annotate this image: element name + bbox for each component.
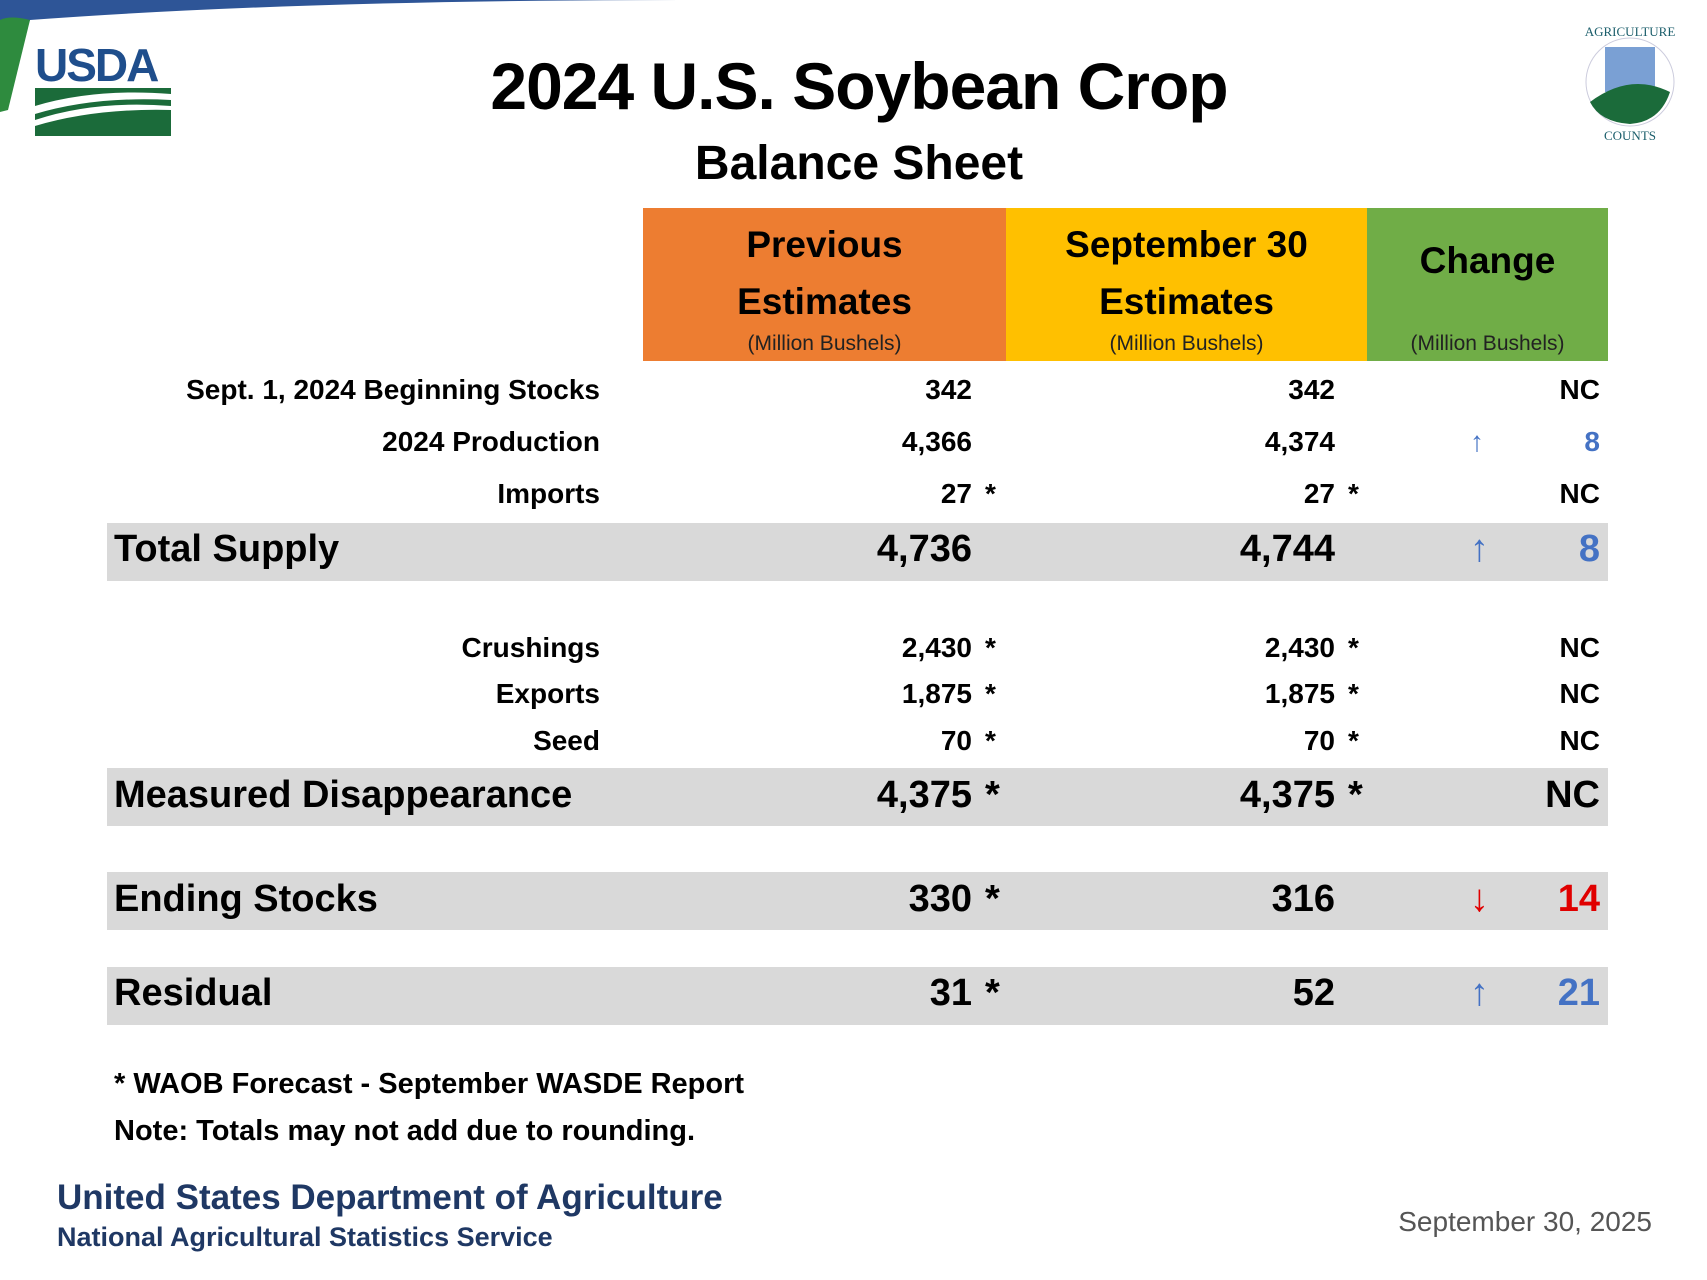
row-label: 2024 Production <box>382 426 600 457</box>
previous-forecast-mark: * <box>985 972 1000 1014</box>
table-row: Crushings 2,430 * 2,430 * NC <box>0 632 1707 672</box>
page-subtitle: Balance Sheet <box>694 137 1024 190</box>
september-value: 4,744 <box>1239 528 1335 570</box>
september-value: 342 <box>1288 374 1335 405</box>
previous-value: 4,366 <box>901 426 972 457</box>
september-value: 4,375 <box>1239 774 1335 816</box>
change-value: NC <box>1559 374 1600 405</box>
change-value: NC <box>1559 725 1600 756</box>
header-line: Estimates <box>1099 281 1274 322</box>
september-forecast-mark: * <box>1348 774 1363 816</box>
row-label: Sept. 1, 2024 Beginning Stocks <box>186 374 600 405</box>
footer-agency: National Agricultural Statistics Service <box>57 1222 553 1252</box>
band-measured-disappearance <box>107 768 1608 826</box>
previous-value: 4,375 <box>876 774 972 816</box>
previous-value: 70 <box>940 725 972 756</box>
table-row: Total Supply 4,736 4,744 ↑ 8 <box>0 528 1707 578</box>
september-value: 316 <box>1271 878 1335 920</box>
arrow-up-icon: ↑ <box>1470 426 1484 457</box>
previous-value: 330 <box>908 878 972 920</box>
header-line: Estimates <box>737 281 912 322</box>
page-title: 2024 U.S. Soybean Crop <box>490 49 1228 123</box>
row-label: Seed <box>533 725 600 756</box>
change-value: NC <box>1545 774 1600 816</box>
september-value: 2,430 <box>1264 632 1335 663</box>
arrow-down-icon: ↓ <box>1470 878 1489 920</box>
previous-forecast-mark: * <box>985 774 1000 816</box>
svg-text:AGRICULTURE: AGRICULTURE <box>1585 24 1676 39</box>
footer-date: September 30, 2025 <box>1398 1206 1652 1237</box>
header-september-estimates: September 30 Estimates (Million Bushels) <box>1006 208 1367 361</box>
row-label: Exports <box>495 678 600 709</box>
table-row: Imports 27 * 27 * NC <box>0 478 1707 518</box>
previous-value: 2,430 <box>901 632 972 663</box>
band-ending-stocks <box>107 872 1608 930</box>
previous-forecast-mark: * <box>985 632 996 663</box>
september-value: 27 <box>1303 478 1335 509</box>
change-value: 8 <box>1578 528 1600 570</box>
change-value: NC <box>1559 478 1600 509</box>
row-label: Measured Disappearance <box>114 774 573 816</box>
previous-forecast-mark: * <box>985 478 996 509</box>
row-label: Ending Stocks <box>114 878 378 920</box>
previous-value: 1,875 <box>901 678 972 709</box>
footer-org: United States Department of Agriculture <box>57 1178 723 1217</box>
footnote-waob: * WAOB Forecast - September WASDE Report <box>114 1068 745 1100</box>
header-line: Change <box>1419 240 1556 281</box>
september-forecast-mark: * <box>1348 725 1359 756</box>
header-line: September 30 <box>1065 224 1308 265</box>
header-line: Previous <box>746 224 903 265</box>
previous-value: 342 <box>925 374 972 405</box>
header-previous-estimates: Previous Estimates (Million Bushels) <box>643 208 1006 361</box>
september-value: 52 <box>1292 972 1335 1014</box>
change-value: NC <box>1559 678 1600 709</box>
previous-forecast-mark: * <box>985 725 996 756</box>
row-label: Residual <box>114 972 273 1014</box>
arrow-up-icon: ↑ <box>1470 528 1489 570</box>
change-value: NC <box>1559 632 1600 663</box>
agriculture-counts-logo: AGRICULTURE COUNTS <box>1585 24 1676 142</box>
row-label: Crushings <box>461 632 600 663</box>
previous-value: 31 <box>929 972 972 1014</box>
previous-value: 4,736 <box>876 528 972 570</box>
september-forecast-mark: * <box>1348 632 1359 663</box>
table-row: Seed 70 * 70 * NC <box>0 725 1707 765</box>
usda-logo: USDA <box>35 42 171 136</box>
september-forecast-mark: * <box>1348 478 1359 509</box>
row-label: Total Supply <box>114 528 340 570</box>
change-value: 8 <box>1584 426 1600 457</box>
header-unit: (Million Bushels) <box>747 332 902 355</box>
header-unit: (Million Bushels) <box>1109 332 1264 355</box>
previous-forecast-mark: * <box>985 678 996 709</box>
change-value: 14 <box>1557 878 1600 920</box>
header-unit: (Million Bushels) <box>1410 332 1565 355</box>
september-value: 1,875 <box>1264 678 1335 709</box>
september-forecast-mark: * <box>1348 678 1359 709</box>
previous-value: 27 <box>940 478 972 509</box>
table-row: Exports 1,875 * 1,875 * NC <box>0 678 1707 718</box>
september-value: 70 <box>1303 725 1335 756</box>
row-label: Imports <box>497 478 600 509</box>
previous-forecast-mark: * <box>985 878 1000 920</box>
band-total-supply <box>107 523 1608 581</box>
header-swoosh <box>0 0 680 112</box>
table-row: Sept. 1, 2024 Beginning Stocks 342 342 NC <box>0 374 1707 414</box>
band-residual <box>107 967 1608 1025</box>
table-row: Ending Stocks 330 * 316 ↓ 14 <box>0 878 1707 928</box>
svg-text:COUNTS: COUNTS <box>1604 128 1656 142</box>
header-change: Change (Million Bushels) <box>1367 208 1608 361</box>
table-row: Measured Disappearance 4,375 * 4,375 * NC <box>0 774 1707 824</box>
change-value: 21 <box>1557 972 1600 1014</box>
footnote-rounding: Note: Totals may not add due to rounding… <box>114 1115 696 1147</box>
arrow-up-icon: ↑ <box>1470 972 1489 1014</box>
table-row: Residual 31 * 52 ↑ 21 <box>0 972 1707 1022</box>
september-value: 4,374 <box>1264 426 1335 457</box>
table-row: 2024 Production 4,366 4,374 ↑ 8 <box>0 426 1707 466</box>
